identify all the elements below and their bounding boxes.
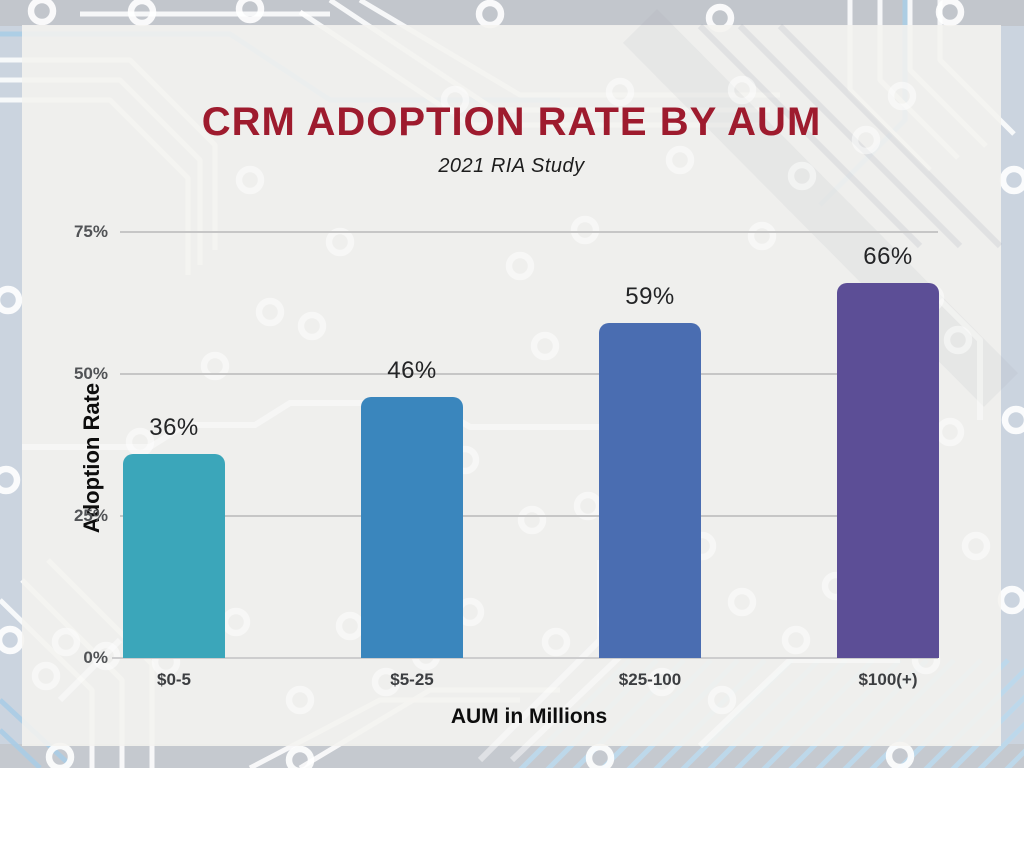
- gridline: [120, 231, 938, 233]
- chart-title: CRM ADOPTION RATE BY AUM: [201, 100, 822, 144]
- y-tick-label: 75%: [73, 222, 108, 241]
- x-tick-label: $0-5: [156, 670, 192, 689]
- x-axis-baseline: [112, 657, 938, 659]
- plot-area: 0% 25% 50% 75% 36% $0-5 46% $5-25 59% $25-100 66% $…: [74, 222, 939, 689]
- gridline: [120, 515, 938, 517]
- bar-value-label: 66%: [863, 243, 913, 271]
- chart-subtitle: 2021 RIA Study: [438, 155, 585, 177]
- y-tick-label: 0%: [83, 648, 108, 667]
- bar-value-label: 59%: [625, 282, 675, 310]
- bar-$100(+): [837, 283, 939, 658]
- y-tick-label: 50%: [73, 364, 108, 383]
- bar-$25-100: [599, 322, 701, 658]
- gridline: [120, 373, 938, 375]
- y-tick-label: 25%: [73, 506, 108, 525]
- bar-$5-25: [361, 396, 463, 658]
- x-tick-label: $25-100: [618, 670, 682, 689]
- x-tick-label: $100(+): [858, 670, 918, 689]
- infographic-slide: CRM ADOPTION RATE BY AUM 2021 RIA Study …: [0, 0, 1024, 768]
- x-tick-label: $5-25: [390, 670, 434, 689]
- x-axis-title: AUM in Millions: [450, 705, 608, 728]
- y-axis-title: Adoption Rate: [79, 382, 104, 534]
- bar-value-label: 46%: [387, 356, 437, 384]
- bar-$0-5: [123, 453, 225, 658]
- bar-value-label: 36%: [149, 413, 199, 441]
- chart-panel: CRM ADOPTION RATE BY AUM 2021 RIA Study …: [22, 25, 1001, 746]
